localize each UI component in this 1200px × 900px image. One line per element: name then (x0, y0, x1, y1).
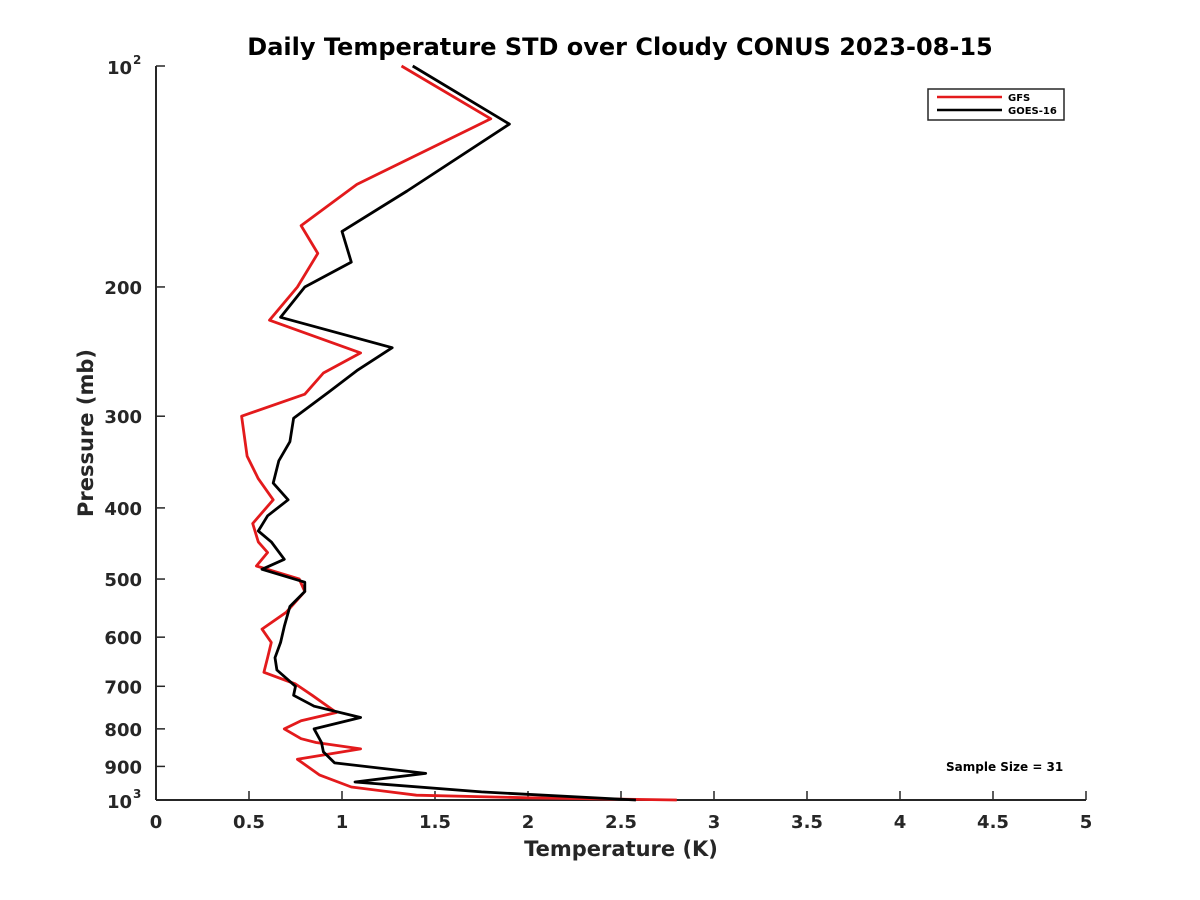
y-tick-label: 400 (104, 499, 142, 520)
y-tick-label: 10 (107, 792, 132, 813)
sample-size-annotation: Sample Size = 31 (946, 760, 1063, 774)
x-tick-label: 1 (336, 812, 349, 833)
x-tick-label: 0 (150, 812, 163, 833)
y-tick-label: 700 (104, 677, 142, 698)
series-line-gfs (240, 64, 677, 802)
x-tick-label: 2 (522, 812, 535, 833)
x-tick-label: 4 (894, 812, 907, 833)
legend: GFS GOES-16 (927, 88, 1065, 121)
legend-box (927, 88, 1065, 121)
y-tick-label-exponent: 3 (133, 787, 141, 801)
x-tick-label: 0.5 (233, 812, 265, 833)
y-tick-label: 600 (104, 628, 142, 649)
x-axis-ticks: 0 0.5 1 1.5 2 2.5 3 3.5 4 4.5 5 (150, 791, 1093, 833)
y-tick-label: 500 (104, 570, 142, 591)
series-lines (240, 64, 677, 802)
y-tick-label-exponent: 2 (133, 53, 141, 67)
y-tick-label: 10 (107, 58, 132, 79)
x-tick-label: 5 (1080, 812, 1093, 833)
y-tick-label: 800 (104, 720, 142, 741)
y-tick-label: 200 (104, 278, 142, 299)
x-tick-label: 4.5 (977, 812, 1009, 833)
x-tick-label: 2.5 (605, 812, 637, 833)
chart-title: Daily Temperature STD over Cloudy CONUS … (247, 33, 992, 61)
legend-label-goes16: GOES-16 (1008, 106, 1057, 117)
y-tick-label: 900 (104, 757, 142, 778)
legend-label-gfs: GFS (1008, 93, 1030, 104)
x-tick-label: 3.5 (791, 812, 823, 833)
x-tick-label: 1.5 (419, 812, 451, 833)
series-line-goes16 (256, 64, 636, 802)
y-tick-label: 300 (104, 407, 142, 428)
x-tick-label: 3 (708, 812, 721, 833)
y-axis-label: Pressure (mb) (74, 349, 98, 517)
x-axis-label: Temperature (K) (524, 837, 718, 861)
